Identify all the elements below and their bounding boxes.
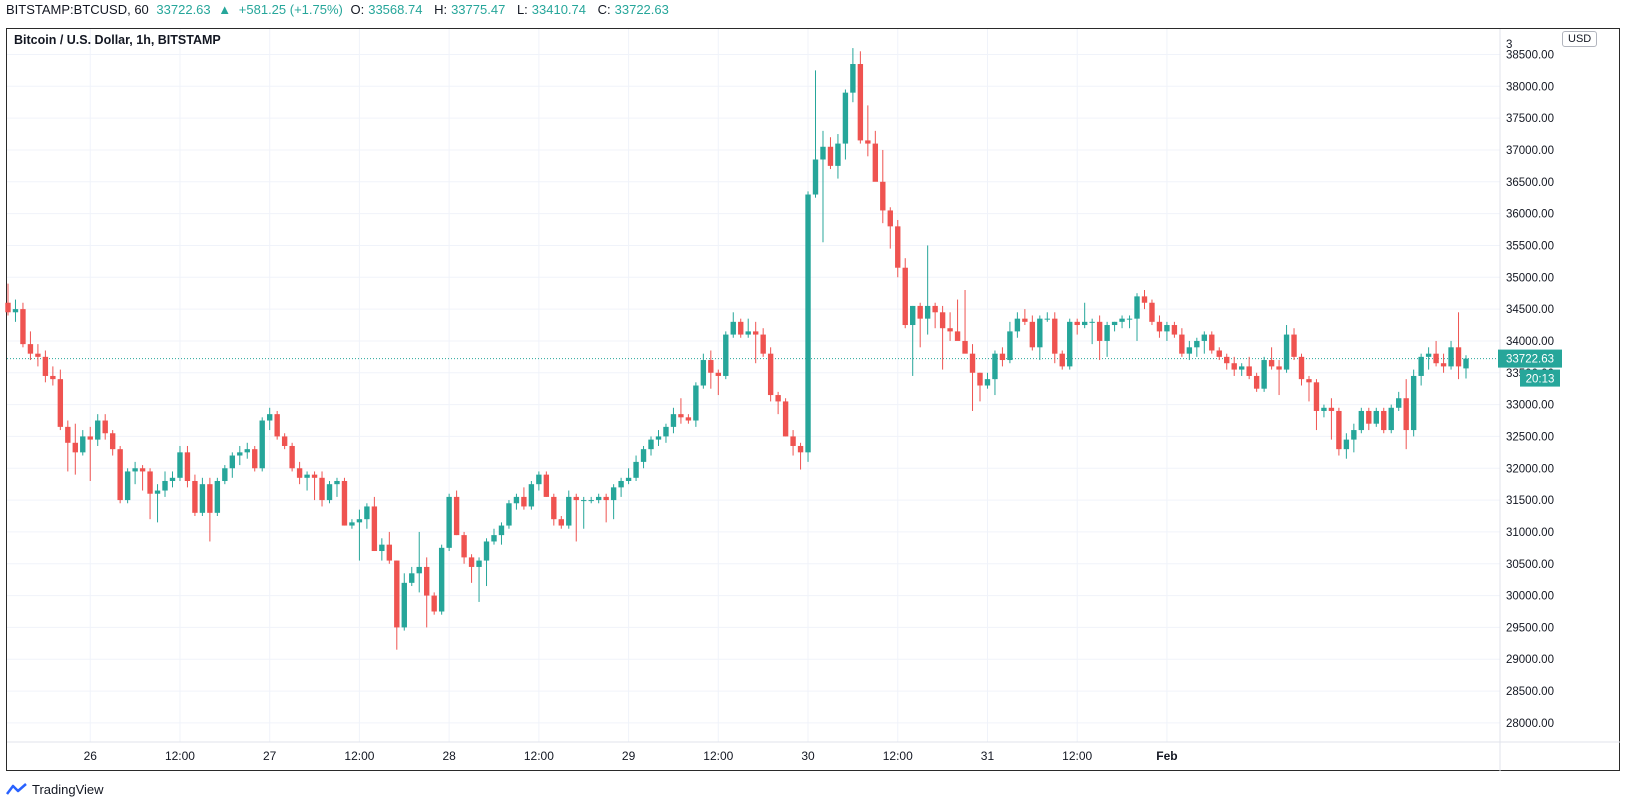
low-value: 33410.74 xyxy=(531,2,587,17)
chart-frame[interactable] xyxy=(6,28,1620,771)
high-label: H: xyxy=(434,2,448,17)
symbol-label[interactable]: BITSTAMP:BTCUSD, 60 xyxy=(6,2,149,17)
up-arrow-icon: ▲ xyxy=(218,2,232,17)
close-label: C: xyxy=(597,2,611,17)
close-value: 33722.63 xyxy=(614,2,669,17)
open-label: O: xyxy=(350,2,365,17)
brand-name: TradingView xyxy=(32,781,104,797)
price-change: +581.25 (+1.75%) xyxy=(238,2,343,17)
open-value: 33568.74 xyxy=(368,2,423,17)
currency-button[interactable]: USD xyxy=(1562,31,1598,47)
tradingview-brand[interactable]: TradingView xyxy=(6,779,104,799)
last-price: 33722.63 xyxy=(156,2,211,17)
symbol-header: BITSTAMP:BTCUSD, 60 33722.63 ▲ +581.25 (… xyxy=(6,2,677,20)
low-label: L: xyxy=(516,2,528,17)
chart-legend-title: Bitcoin / U.S. Dollar, 1h, BITSTAMP xyxy=(14,33,221,47)
tradingview-logo-icon xyxy=(6,783,27,795)
high-value: 33775.47 xyxy=(451,2,506,17)
